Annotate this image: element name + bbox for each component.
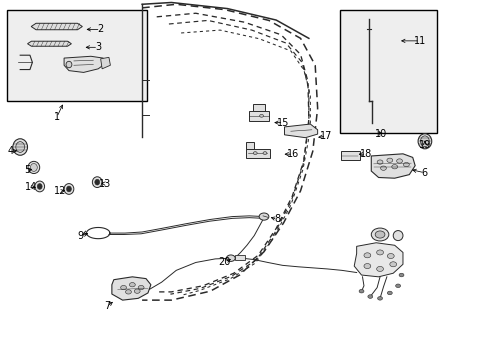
Text: 4: 4 [7, 146, 14, 156]
Circle shape [253, 152, 257, 154]
Text: 12: 12 [54, 186, 66, 197]
Circle shape [376, 266, 383, 271]
Text: 13: 13 [99, 179, 111, 189]
Text: 16: 16 [286, 149, 299, 159]
Circle shape [386, 158, 392, 162]
Text: 3: 3 [95, 42, 101, 52]
Bar [252, 104, 264, 111]
Circle shape [125, 290, 131, 294]
Polygon shape [64, 56, 105, 72]
Circle shape [226, 255, 235, 261]
Bar [234, 255, 245, 260]
Circle shape [396, 159, 402, 163]
Text: 2: 2 [97, 24, 103, 35]
Text: 9: 9 [77, 231, 83, 240]
Text: 8: 8 [274, 215, 280, 224]
Text: 5: 5 [24, 165, 31, 175]
Ellipse shape [92, 177, 102, 188]
Bar [339, 10, 436, 134]
Text: 18: 18 [360, 149, 372, 159]
Circle shape [259, 213, 268, 220]
Circle shape [134, 289, 140, 293]
Polygon shape [284, 124, 317, 138]
Ellipse shape [417, 134, 431, 149]
Text: 17: 17 [320, 131, 332, 141]
Text: 15: 15 [277, 118, 289, 128]
Circle shape [376, 250, 383, 255]
Circle shape [121, 285, 126, 290]
Ellipse shape [95, 179, 100, 185]
Bar [7, 10, 147, 101]
Circle shape [389, 262, 396, 267]
Circle shape [363, 264, 370, 269]
Bar [246, 149, 269, 158]
Circle shape [363, 253, 370, 258]
Ellipse shape [35, 181, 44, 192]
Bar [340, 151, 359, 160]
Circle shape [358, 289, 363, 293]
Circle shape [380, 166, 386, 170]
Ellipse shape [420, 136, 428, 147]
Polygon shape [353, 243, 402, 277]
Circle shape [386, 291, 391, 295]
Circle shape [263, 152, 266, 154]
Ellipse shape [30, 163, 37, 171]
Text: 6: 6 [421, 168, 427, 178]
Circle shape [376, 160, 382, 164]
Text: 1: 1 [54, 112, 60, 122]
Circle shape [386, 253, 393, 258]
Circle shape [395, 284, 400, 288]
Circle shape [374, 231, 384, 238]
Text: 10: 10 [374, 129, 386, 139]
Circle shape [259, 114, 263, 117]
Polygon shape [27, 41, 71, 46]
Ellipse shape [64, 184, 74, 194]
Polygon shape [31, 23, 82, 30]
Ellipse shape [13, 139, 27, 155]
Text: 11: 11 [413, 36, 426, 46]
Circle shape [370, 228, 388, 241]
Bar [249, 111, 268, 121]
Ellipse shape [392, 230, 402, 240]
Polygon shape [370, 154, 414, 178]
Text: 20: 20 [217, 257, 230, 267]
Text: 19: 19 [418, 140, 430, 150]
Bar [246, 141, 253, 149]
Ellipse shape [28, 161, 40, 174]
Circle shape [129, 283, 135, 287]
Circle shape [367, 295, 372, 298]
Polygon shape [101, 57, 110, 69]
Ellipse shape [66, 61, 72, 68]
Circle shape [391, 165, 397, 169]
Circle shape [138, 285, 144, 290]
Text: 14: 14 [25, 182, 37, 192]
Ellipse shape [16, 141, 24, 152]
Text: 7: 7 [103, 301, 110, 311]
Circle shape [398, 273, 403, 277]
Circle shape [403, 162, 408, 167]
Ellipse shape [37, 184, 42, 189]
Polygon shape [112, 277, 151, 300]
Ellipse shape [66, 186, 71, 192]
Circle shape [377, 297, 382, 300]
